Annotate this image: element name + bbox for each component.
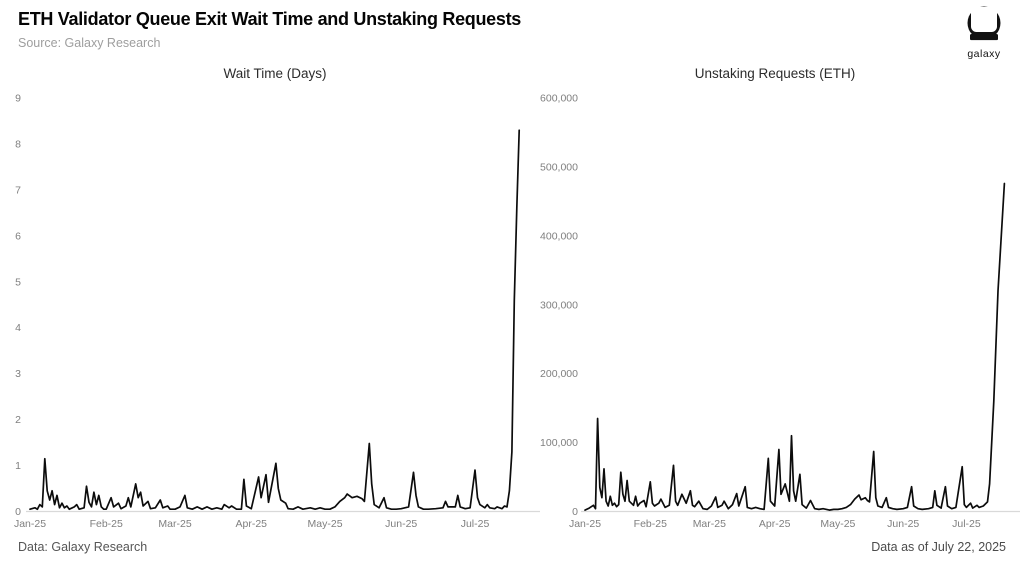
wait-time-line xyxy=(29,129,521,511)
x-axis-tick-label: May-25 xyxy=(308,518,343,530)
x-axis-tick-label: Feb-25 xyxy=(634,518,667,530)
galaxy-logo-icon xyxy=(964,6,1004,43)
x-axis-tick-label: Jun-25 xyxy=(385,518,417,530)
y-axis-tick-label: 3 xyxy=(15,368,21,380)
y-axis-tick-label: 7 xyxy=(15,184,21,196)
y-axis-tick-label: 200,000 xyxy=(540,368,578,380)
y-axis-tick-label: 100,000 xyxy=(540,437,578,449)
y-axis-tick-label: 500,000 xyxy=(540,161,578,173)
x-axis-tick-label: Jul-25 xyxy=(461,518,490,530)
galaxy-logo-text: galaxy xyxy=(967,48,1001,60)
x-axis-tick-label: Feb-25 xyxy=(90,518,123,530)
x-axis-tick-label: Jan-25 xyxy=(569,518,601,530)
unstaking-requests-line xyxy=(584,182,1006,511)
x-axis-tick-label: Jan-25 xyxy=(14,518,46,530)
y-axis-tick-label: 4 xyxy=(15,322,21,334)
x-axis-tick-label: Mar-25 xyxy=(158,518,191,530)
y-axis-tick-label: 0 xyxy=(15,506,21,518)
y-axis-tick-label: 0 xyxy=(572,506,578,518)
page-title: ETH Validator Queue Exit Wait Time and U… xyxy=(18,9,522,29)
source-label: Source: Galaxy Research xyxy=(18,36,161,50)
x-axis-tick-label: Apr-25 xyxy=(236,518,268,530)
y-axis-tick-label: 8 xyxy=(15,138,21,150)
y-axis-tick-label: 9 xyxy=(15,93,21,105)
x-axis-tick-label: Apr-25 xyxy=(759,518,791,530)
footer-data-as-of: Data as of July 22, 2025 xyxy=(871,540,1006,554)
y-axis-tick-label: 5 xyxy=(15,276,21,288)
chart-title-unstaking-requests: Unstaking Requests (ETH) xyxy=(694,66,856,81)
x-axis-tick-label: Jun-25 xyxy=(887,518,919,530)
y-axis-tick-label: 300,000 xyxy=(540,299,578,311)
y-axis-tick-label: 1 xyxy=(15,460,21,472)
chart-title-wait-time: Wait Time (Days) xyxy=(223,66,327,81)
y-axis-tick-label: 2 xyxy=(15,414,21,426)
y-axis-tick-label: 400,000 xyxy=(540,230,578,242)
galaxy-logo: galaxy xyxy=(960,5,1008,60)
y-axis-tick-label: 600,000 xyxy=(540,93,578,105)
footer-data-source: Data: Galaxy Research xyxy=(18,540,148,554)
x-axis-tick-label: Jul-25 xyxy=(952,518,981,530)
y-axis-tick-label: 6 xyxy=(15,230,21,242)
x-axis-tick-label: Mar-25 xyxy=(693,518,726,530)
x-axis-tick-label: May-25 xyxy=(820,518,855,530)
